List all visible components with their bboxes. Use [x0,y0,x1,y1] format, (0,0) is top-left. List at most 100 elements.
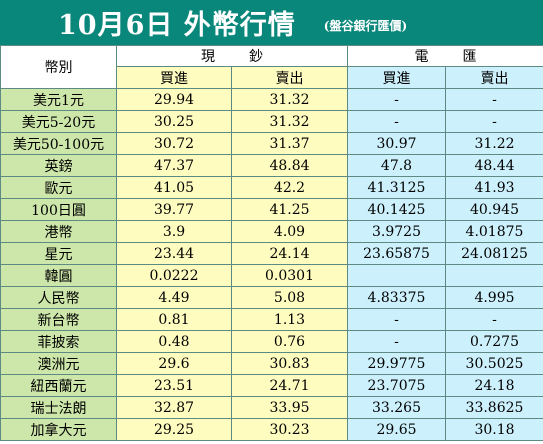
cash-buy-header: 買進 [116,66,232,89]
tt-sell-cell: 24.18 [445,374,543,397]
cash-buy-cell: 29.25 [116,418,232,441]
cash-buy-cell: 30.72 [116,132,232,155]
tt-sell-header: 賣出 [445,66,543,89]
cash-sell-cell: 31.32 [231,110,348,133]
currency-name: 瑞士法朗 [0,396,117,419]
tt-buy-cell: 29.9775 [347,352,446,375]
table-row: 新台幣 0.81 1.13- - [0,308,543,331]
currency-name: 加拿大元 [0,418,117,441]
tt-buy-cell: - [347,110,446,133]
tt-sell-cell: 4.995 [445,286,543,309]
tt-sell-cell: - [445,88,543,111]
cash-buy-cell: 32.87 [116,396,232,419]
tt-buy-cell: - [347,308,446,331]
currency-name: 100日圓 [0,198,117,221]
cash-sell-cell: 0.0301 [231,264,348,287]
cash-buy-cell: 41.05 [116,176,232,199]
cash-buy-cell: 30.25 [116,110,232,133]
tt-sell-cell: 4.01875 [445,220,543,243]
tt-buy-cell: 23.7075 [347,374,446,397]
rate-rows: 美元1元 29.94 31.32- - 美元5-20元 30.25 31.32- - 美元5… [0,88,543,441]
tt-sell-cell: - [445,308,543,331]
tt-buy-cell: 40.1425 [347,198,446,221]
cash-sell-cell: 48.84 [231,154,348,177]
cash-sell-cell: 30.83 [231,352,348,375]
currency-name: 紐西蘭元 [0,374,117,397]
table-row: 澳洲元 29.6 30.83 29.9775 30.5025 [0,352,543,375]
tt-buy-cell: 47.8 [347,154,446,177]
cash-buy-cell: 0.48 [116,330,232,353]
cash-sell-cell: 31.32 [231,88,348,111]
table-row: 紐西蘭元 23.51 24.71 23.7075 24.18 [0,374,543,397]
cash-group-header: 現鈔 [116,45,348,67]
table-row: 美元5-20元 30.25 31.32- - [0,110,543,133]
table-row: 韓圓 0.0222 0.0301 [0,264,543,287]
tt-sell-cell: - [445,110,543,133]
table-row: 人民幣 4.49 5.08 4.83375 4.995 [0,286,543,309]
tt-buy-cell: 33.265 [347,396,446,419]
tt-sell-cell: 0.7275 [445,330,543,353]
cash-buy-cell: 23.51 [116,374,232,397]
tt-sell-cell: 40.945 [445,198,543,221]
exchange-rate-table: 幣別 現鈔 電匯 買進 賣出 買進 賣出 美元1元 29.94 31.32- - 美元… [0,45,543,441]
tt-sell-cell: 41.93 [445,176,543,199]
currency-name: 菲披索 [0,330,117,353]
tt-buy-cell: - [347,330,446,353]
currency-name: 新台幣 [0,308,117,331]
title-banner: 10月6日 外幣行情 (盤谷銀行匯價) [0,0,543,45]
tt-sell-cell: 30.18 [445,418,543,441]
table-row: 加拿大元 29.25 30.23 29.65 30.18 [0,418,543,441]
cash-sell-cell: 31.37 [231,132,348,155]
tt-sell-cell [445,264,543,287]
cash-sell-cell: 41.25 [231,198,348,221]
tt-sell-cell: 31.22 [445,132,543,155]
currency-name: 港幣 [0,220,117,243]
cash-sell-cell: 30.23 [231,418,348,441]
cash-buy-cell: 4.49 [116,286,232,309]
cash-buy-cell: 0.81 [116,308,232,331]
cash-buy-cell: 0.0222 [116,264,232,287]
tt-buy-cell [347,264,446,287]
currency-name: 美元50-100元 [0,132,117,155]
tt-sell-cell: 30.5025 [445,352,543,375]
table-row: 歐元 41.05 42.2 41.3125 41.93 [0,176,543,199]
currency-name: 歐元 [0,176,117,199]
table-row: 星元 23.44 24.14 23.65875 24.08125 [0,242,543,265]
cash-buy-cell: 39.77 [116,198,232,221]
table-row: 100日圓 39.77 41.25 40.1425 40.945 [0,198,543,221]
cash-sell-cell: 5.08 [231,286,348,309]
table-row: 瑞士法朗 32.87 33.95 33.265 33.8625 [0,396,543,419]
cash-sell-cell: 33.95 [231,396,348,419]
cash-buy-cell: 29.6 [116,352,232,375]
cash-buy-cell: 23.44 [116,242,232,265]
cash-sell-header: 賣出 [231,66,348,89]
currency-name: 美元1元 [0,88,117,111]
cash-sell-cell: 1.13 [231,308,348,331]
tt-buy-cell: - [347,88,446,111]
cash-buy-cell: 3.9 [116,220,232,243]
currency-name: 英鎊 [0,154,117,177]
table-row: 美元50-100元 30.72 31.37 30.97 31.22 [0,132,543,155]
cash-buy-cell: 47.37 [116,154,232,177]
tt-buy-cell: 23.65875 [347,242,446,265]
tt-buy-cell: 3.9725 [347,220,446,243]
currency-column-header: 幣別 [0,45,117,89]
currency-name: 韓圓 [0,264,117,287]
table-row: 港幣 3.9 4.09 3.9725 4.01875 [0,220,543,243]
cash-sell-cell: 42.2 [231,176,348,199]
cash-sell-cell: 24.71 [231,374,348,397]
tt-sell-cell: 48.44 [445,154,543,177]
cash-sell-cell: 4.09 [231,220,348,243]
cash-sell-cell: 24.14 [231,242,348,265]
cash-sell-cell: 0.76 [231,330,348,353]
cash-buy-cell: 29.94 [116,88,232,111]
table-row: 美元1元 29.94 31.32- - [0,88,543,111]
tt-group-header: 電匯 [347,45,543,67]
tt-sell-cell: 33.8625 [445,396,543,419]
currency-name: 人民幣 [0,286,117,309]
table-row: 菲披索 0.48 0.76-0.7275 [0,330,543,353]
currency-name: 星元 [0,242,117,265]
currency-name: 美元5-20元 [0,110,117,133]
tt-sell-cell: 24.08125 [445,242,543,265]
